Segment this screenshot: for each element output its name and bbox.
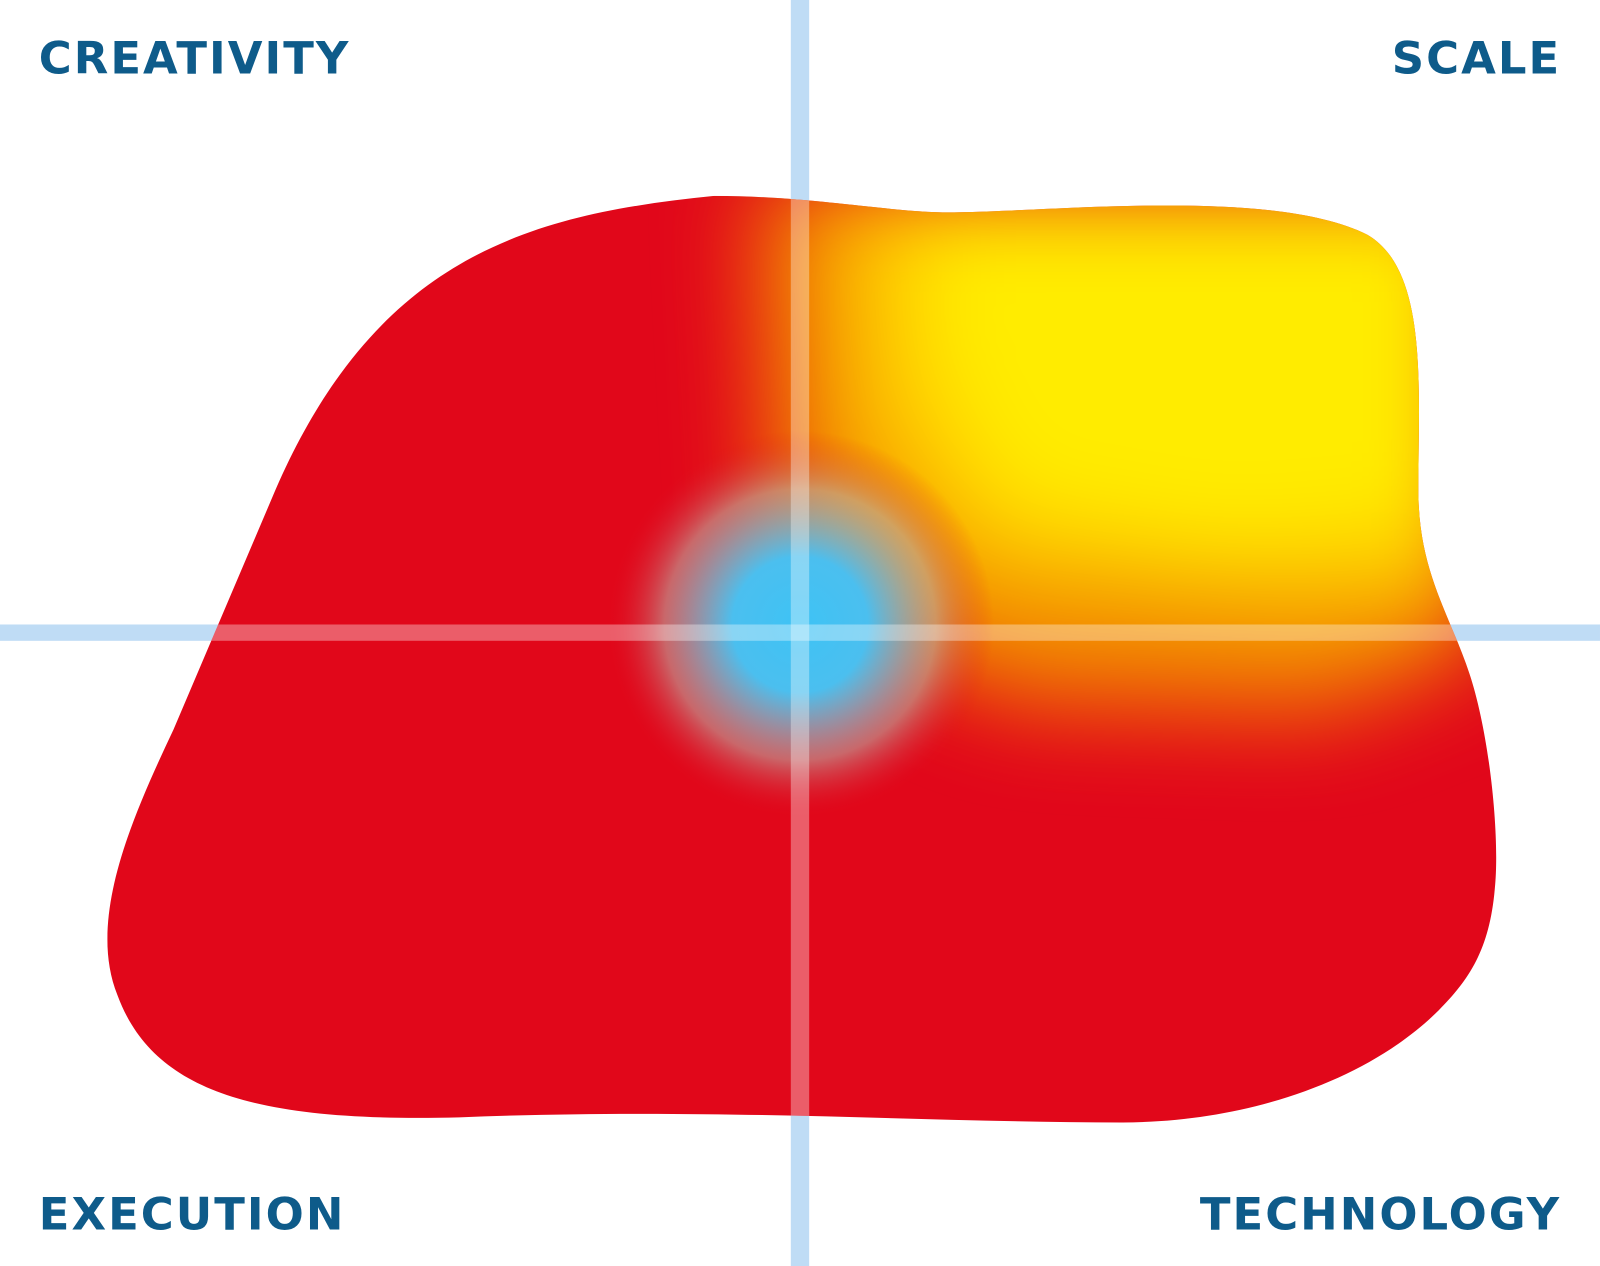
quadrant-label: SCALE (1392, 31, 1561, 84)
quadrant-label: EXECUTION (39, 1188, 346, 1241)
quadrant-label: CREATIVITY (39, 31, 351, 84)
quadrant-label: TECHNOLOGY (1200, 1188, 1561, 1241)
